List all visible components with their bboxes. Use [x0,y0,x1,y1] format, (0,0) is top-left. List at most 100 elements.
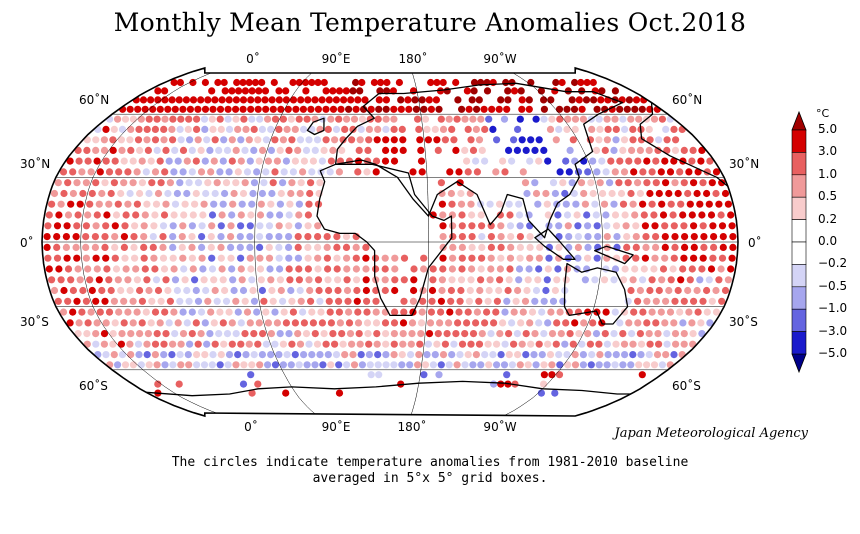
anomaly-dot [603,340,612,348]
anomaly-dot [282,389,290,397]
anomaly-dot [149,105,157,113]
anomaly-dot [160,211,169,219]
anomaly-dot [465,297,473,305]
anomaly-dot [592,211,600,219]
anomaly-dot [523,286,531,295]
anomaly-dot [236,233,244,241]
anomaly-dot [109,330,117,338]
anomaly-dot [441,136,449,144]
coastline [534,228,576,260]
anomaly-dot [44,222,52,230]
lat-label-left-30n: 30˚N [20,157,51,171]
anomaly-dot [74,146,82,154]
anomaly-dot [540,115,548,123]
anomaly-dot [259,330,267,338]
anomaly-dot [390,340,398,348]
anomaly-dot [372,168,380,176]
anomaly-dot [439,351,448,359]
anomaly-dot [514,286,522,295]
anomaly-dot [309,319,317,327]
anomaly-dot [619,200,628,208]
anomaly-dot [566,146,574,154]
anomaly-dot [101,243,109,251]
anomaly-dot [400,297,408,305]
anomaly-dot [161,115,169,123]
anomaly-dot [727,211,735,219]
anomaly-dot [304,254,312,262]
anomaly-dot [674,189,682,198]
anomaly-dot [638,105,646,113]
anomaly-dot [517,87,525,95]
anomaly-dot [641,222,650,230]
anomaly-dot [431,125,439,133]
anomaly-dot [334,286,342,295]
anomaly-dot [275,87,283,95]
anomaly-dot [619,115,627,123]
anomaly-dot [232,179,240,187]
anomaly-dot [246,319,254,327]
coastline [594,245,634,265]
lat-label-left-eq: 0˚ [20,236,34,250]
anomaly-dot [510,308,518,316]
anomaly-dot [712,308,721,316]
anomaly-dot [198,243,206,251]
anomaly-dot [354,96,362,104]
anomaly-dot [399,319,408,327]
anomaly-dot [362,276,370,284]
anomaly-dot [487,265,495,273]
anomaly-dot [161,361,169,369]
anomaly-dot [69,168,77,176]
anomaly-dot [653,351,662,359]
anomaly-dot [556,115,564,123]
anomaly-dot [120,243,128,251]
anomaly-dot [176,351,184,359]
anomaly-dot [189,78,197,87]
anomaly-dot [681,233,689,241]
anomaly-dot [707,211,716,219]
anomaly-dot [66,157,74,165]
anomaly-dot [485,286,493,295]
anomaly-dot [267,330,275,338]
anomaly-dot [234,351,242,359]
anomaly-dot [478,254,486,262]
anomaly-dot [218,96,226,104]
anomaly-dot [341,125,349,133]
anomaly-dot [177,340,185,348]
anomaly-dot [684,189,692,198]
anomaly-dot [710,233,718,241]
anomaly-dot [640,211,648,219]
anomaly-dot [558,78,566,87]
anomaly-dot [260,297,268,305]
anomaly-dot [688,157,696,165]
anomaly-dot [467,340,475,348]
anomaly-dot [197,168,206,176]
anomaly-dot [688,265,696,273]
anomaly-dot [246,233,254,241]
lon-label-top-180: 180˚ [398,52,428,66]
anomaly-dot [469,115,477,123]
anomaly-dot [483,87,492,95]
anomaly-dot [578,340,586,348]
anomaly-dot [294,222,302,230]
anomaly-dot [381,286,389,295]
anomaly-dot [232,96,240,104]
anomaly-dot [592,146,601,154]
anomaly-dot [270,78,278,87]
anomaly-dot [557,330,565,338]
anomaly-dot [496,200,504,208]
anomaly-dot [332,96,340,104]
anomaly-dot [222,297,231,305]
anomaly-dot [575,330,583,338]
anomaly-dot [455,308,463,316]
anomaly-dot [154,96,162,104]
anomaly-dot [307,179,315,187]
anomaly-dot [258,286,266,295]
anomaly-dot [486,276,494,284]
anomaly-dot [73,254,81,262]
anomaly-dot [255,87,263,95]
anomaly-dot [215,330,223,338]
anomaly-dot [478,146,486,154]
anomaly-dot [285,146,293,154]
anomaly-dot [314,222,322,230]
